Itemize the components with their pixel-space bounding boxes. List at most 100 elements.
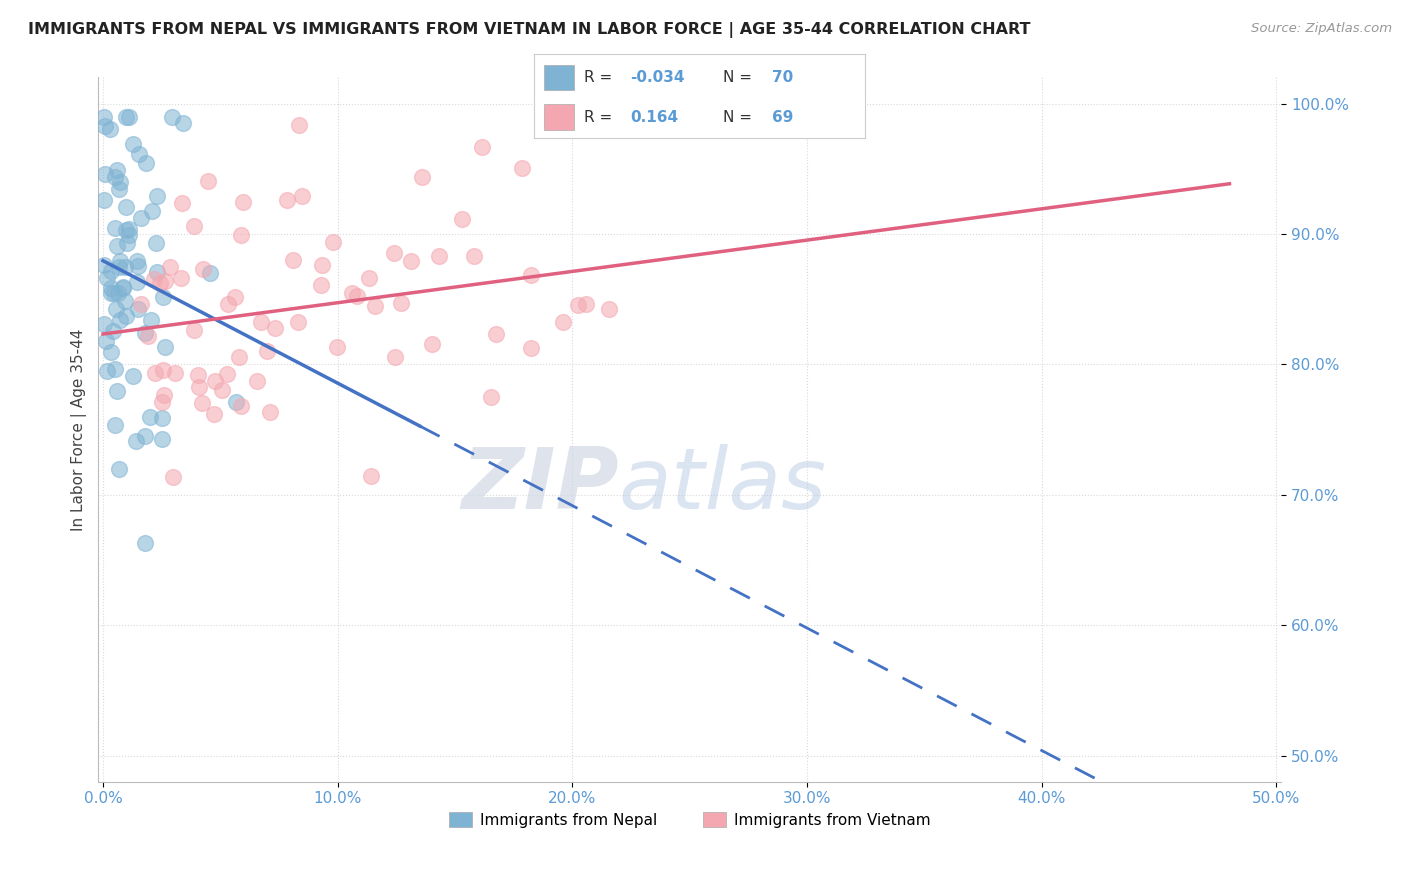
Point [276, 193, 298, 207]
Point [567, 298, 589, 312]
Text: Source: ZipAtlas.com: Source: ZipAtlas.com [1251, 22, 1392, 36]
Point [170, 271, 193, 285]
Point [283, 253, 305, 268]
Text: R =: R = [583, 110, 617, 125]
Point [287, 315, 309, 329]
Point [259, 405, 281, 419]
Point [100, 281, 122, 295]
Point [145, 265, 167, 279]
Point [150, 395, 173, 409]
Point [129, 211, 152, 225]
Point [264, 320, 287, 334]
Point [115, 223, 138, 237]
Text: 0.164: 0.164 [630, 110, 678, 125]
Point [105, 163, 128, 178]
Point [360, 468, 382, 483]
Point [125, 275, 148, 289]
Point [93, 258, 115, 272]
Y-axis label: In Labor Force | Age 35-44: In Labor Force | Age 35-44 [72, 328, 87, 531]
Text: IMMIGRANTS FROM NEPAL VS IMMIGRANTS FROM VIETNAM IN LABOR FORCE | AGE 35-44 CORR: IMMIGRANTS FROM NEPAL VS IMMIGRANTS FROM… [28, 22, 1031, 38]
Text: N =: N = [723, 70, 756, 85]
Point [246, 375, 269, 389]
Point [100, 285, 122, 300]
Point [224, 290, 246, 304]
Text: 69: 69 [772, 110, 793, 125]
Point [98, 122, 121, 136]
Point [139, 410, 162, 425]
Point [217, 297, 239, 311]
Point [152, 290, 174, 304]
Point [326, 340, 349, 354]
Point [384, 350, 406, 364]
Point [322, 235, 344, 249]
Point [104, 170, 127, 185]
Point [197, 174, 219, 188]
Point [134, 326, 156, 341]
Point [463, 248, 485, 262]
Point [104, 417, 127, 432]
Point [143, 366, 166, 380]
Point [136, 328, 159, 343]
Point [143, 271, 166, 285]
Point [107, 285, 129, 300]
Point [471, 140, 494, 154]
Point [134, 536, 156, 550]
Point [150, 411, 173, 425]
Point [94, 119, 117, 133]
Point [118, 110, 141, 124]
Point [139, 313, 162, 327]
Point [94, 334, 117, 349]
Point [291, 189, 314, 203]
Text: 70: 70 [772, 70, 793, 85]
Point [256, 344, 278, 359]
Point [114, 309, 136, 323]
Point [191, 262, 214, 277]
Point [172, 195, 194, 210]
Point [93, 110, 115, 124]
Point [520, 341, 543, 355]
Point [211, 383, 233, 397]
Point [105, 301, 128, 316]
Point [172, 116, 194, 130]
Point [135, 156, 157, 170]
Point [427, 249, 450, 263]
Point [346, 289, 368, 303]
FancyBboxPatch shape [544, 104, 574, 130]
Point [382, 245, 405, 260]
Point [125, 253, 148, 268]
Text: N =: N = [723, 110, 756, 125]
Point [117, 221, 139, 235]
Point [134, 428, 156, 442]
Point [108, 253, 131, 268]
Point [389, 296, 412, 310]
Point [202, 407, 225, 421]
Point [108, 462, 131, 476]
Point [101, 324, 124, 338]
Point [311, 258, 333, 272]
Point [125, 434, 148, 449]
Point [93, 317, 115, 331]
Point [105, 239, 128, 253]
Point [187, 368, 209, 382]
Point [575, 297, 598, 311]
Point [104, 221, 127, 235]
Point [231, 400, 253, 414]
Point [162, 470, 184, 484]
Point [188, 380, 211, 394]
Point [228, 350, 250, 364]
Point [107, 182, 129, 196]
Point [450, 211, 472, 226]
Point [112, 281, 135, 295]
Point [118, 228, 141, 243]
Point [309, 277, 332, 292]
Point [114, 110, 136, 124]
Point [204, 374, 226, 388]
Point [145, 235, 167, 250]
Text: R =: R = [583, 70, 617, 85]
Point [225, 395, 247, 409]
Point [115, 236, 138, 251]
Point [150, 432, 173, 446]
Point [108, 260, 131, 274]
Point [122, 369, 145, 384]
Point [108, 175, 131, 189]
